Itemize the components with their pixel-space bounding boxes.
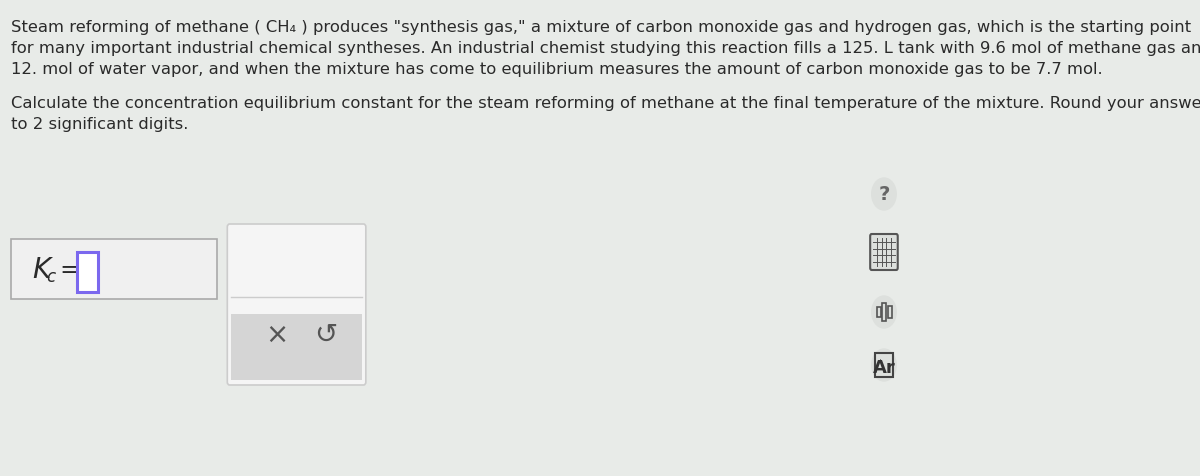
Bar (877, 307, 881, 317)
Text: x10: x10 (259, 334, 282, 347)
FancyBboxPatch shape (870, 235, 898, 270)
Text: Ar: Ar (872, 358, 895, 376)
Text: 12. mol of water vapor, and when the mixture has come to equilibrium measures th: 12. mol of water vapor, and when the mix… (11, 62, 1103, 77)
Text: ·: · (880, 354, 882, 364)
Text: for many important industrial chemical syntheses. An industrial chemist studying: for many important industrial chemical s… (11, 41, 1200, 56)
Text: Calculate the concentration equilibrium constant for the steam reforming of meth: Calculate the concentration equilibrium … (11, 96, 1200, 111)
Bar (882, 303, 887, 321)
Text: K: K (32, 256, 50, 283)
Text: Steam reforming of methane ( CH₄ ) produces "synthesis gas," a mixture of carbon: Steam reforming of methane ( CH₄ ) produ… (11, 20, 1190, 35)
Bar (11, 239, 217, 299)
Text: ?: ? (878, 185, 889, 204)
Bar (77, 252, 98, 292)
Bar (269, 341, 282, 363)
Text: ×: × (265, 320, 288, 348)
Bar (240, 324, 257, 356)
Text: to 2 significant digits.: to 2 significant digits. (11, 117, 188, 132)
Text: =: = (52, 258, 80, 281)
FancyBboxPatch shape (875, 353, 893, 377)
Circle shape (871, 349, 896, 381)
Text: ↺: ↺ (314, 320, 337, 348)
Circle shape (871, 178, 896, 210)
FancyBboxPatch shape (227, 225, 366, 385)
Bar (888, 307, 892, 318)
Bar (232, 314, 362, 380)
Circle shape (871, 297, 896, 328)
Text: c: c (46, 268, 55, 286)
